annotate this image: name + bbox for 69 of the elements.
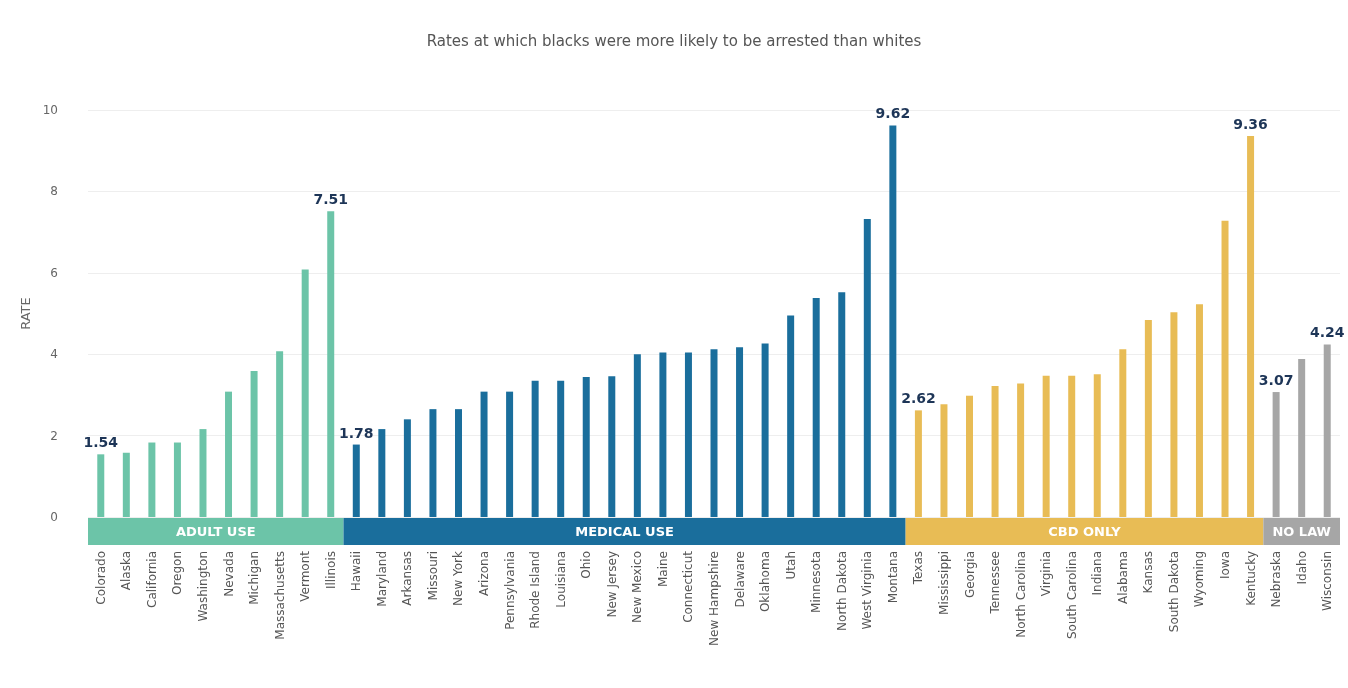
- x-tick-label: South Carolina: [1064, 551, 1079, 640]
- x-tick-label: Minnesota: [809, 551, 824, 613]
- x-tick-label: California: [144, 551, 159, 608]
- data-label: 4.24: [1309, 324, 1345, 341]
- y-tick-label: 4: [50, 347, 58, 362]
- x-tick-label: Texas: [911, 551, 926, 586]
- x-tick-label: Wisconsin: [1320, 551, 1335, 611]
- y-tick-label: 8: [50, 184, 58, 199]
- x-tick-label: Nevada: [221, 551, 236, 597]
- x-tick-label: Illinois: [323, 551, 338, 590]
- chart-title: Rates at which blacks were more likely to be arrested than whites: [426, 31, 922, 50]
- x-tick-label: Washington: [195, 551, 210, 622]
- x-tick-label: Maine: [655, 551, 670, 588]
- x-tick-label: Missouri: [425, 551, 440, 601]
- x-tick-label: Vermont: [298, 550, 313, 602]
- series-label: MEDICAL USE: [575, 524, 674, 539]
- x-tick-label: Virginia: [1039, 551, 1054, 597]
- x-tick-label: Arizona: [477, 551, 492, 597]
- x-tick-label: Tennessee: [988, 551, 1003, 615]
- y-tick-label: 2: [50, 428, 58, 443]
- data-label: 9.62: [875, 105, 911, 122]
- x-tick-label: North Dakota: [834, 551, 849, 631]
- x-tick-label: Hawaii: [349, 551, 364, 592]
- data-label: 1.54: [83, 434, 119, 451]
- x-tick-label: Pennsylvania: [502, 551, 517, 630]
- y-tick-label: 6: [50, 265, 58, 280]
- series-label: ADULT USE: [175, 524, 256, 539]
- x-tick-label: South Dakota: [1166, 551, 1181, 633]
- series-label: NO LAW: [1272, 524, 1331, 539]
- x-tick-label: New York: [451, 550, 466, 606]
- x-tick-label: Maryland: [374, 551, 389, 607]
- x-tick-label: Wyoming: [1192, 551, 1207, 608]
- x-tick-label: Oregon: [170, 551, 185, 596]
- x-tick-label: Alaska: [119, 551, 134, 591]
- x-tick-label: Arkansas: [400, 551, 415, 606]
- y-tick-label: 10: [42, 103, 58, 117]
- x-tick-label: Georgia: [962, 551, 977, 599]
- x-tick-label: Michigan: [247, 551, 262, 605]
- x-tick-label: Iowa: [1218, 551, 1233, 580]
- x-tick-label: Oklahoma: [758, 551, 773, 613]
- x-tick-label: Mississippi: [936, 551, 951, 615]
- x-tick-label: Montana: [885, 551, 900, 604]
- x-tick-label: New Jersey: [604, 551, 619, 618]
- data-label: 1.78: [339, 424, 374, 441]
- x-tick-label: Indiana: [1090, 551, 1105, 596]
- x-tick-label: Utah: [783, 551, 798, 580]
- data-label: 9.36: [1233, 116, 1268, 133]
- data-label: 2.62: [901, 390, 936, 407]
- x-tick-label: New Mexico: [630, 551, 645, 623]
- series-label: CBD ONLY: [1048, 524, 1122, 539]
- x-tick-label: Massachusetts: [272, 551, 287, 640]
- x-tick-label: West Virginia: [860, 551, 875, 630]
- x-tick-label: Idaho: [1294, 551, 1309, 585]
- x-tick-label: Louisiana: [553, 551, 568, 608]
- data-label: 7.51: [313, 191, 349, 208]
- x-tick-label: Kansas: [1141, 551, 1156, 594]
- data-label: 3.07: [1258, 372, 1294, 389]
- y-axis-title: RATE: [17, 297, 33, 330]
- x-tick-label: North Carolina: [1013, 551, 1028, 638]
- y-tick-label: 0: [50, 510, 58, 524]
- x-tick-label: Nebraska: [1269, 551, 1284, 608]
- x-tick-label: Colorado: [93, 551, 108, 605]
- x-tick-label: Rhode Island: [528, 551, 543, 629]
- x-tick-label: Kentucky: [1243, 551, 1258, 606]
- x-tick-label: Delaware: [732, 551, 747, 608]
- x-tick-label: Ohio: [579, 551, 594, 579]
- x-tick-label: Connecticut: [681, 550, 696, 623]
- x-tick-label: New Hampshire: [707, 551, 721, 646]
- x-tick-label: Alabama: [1115, 551, 1130, 604]
